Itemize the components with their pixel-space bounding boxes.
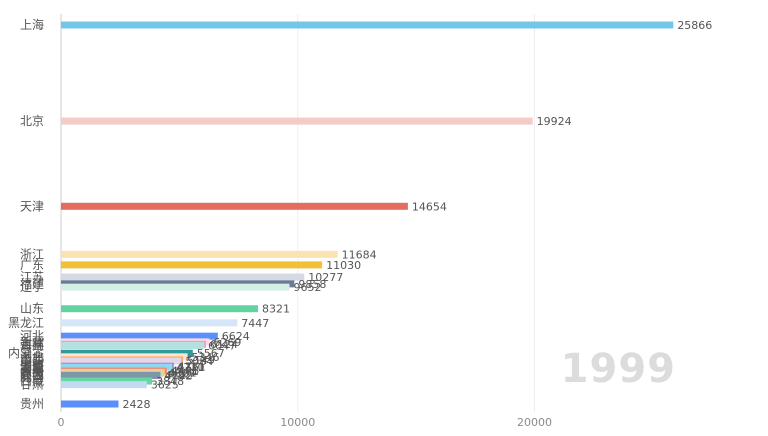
category-label: 江苏: [20, 270, 44, 284]
value-label: 11030: [326, 259, 361, 272]
bar: [61, 21, 674, 29]
value-label: 5084: [185, 355, 213, 368]
bar: [61, 273, 305, 281]
x-tick-label: 0: [58, 416, 65, 429]
category-label: 浙江: [20, 247, 44, 261]
value-label: 4486: [171, 365, 199, 378]
bar: [61, 202, 408, 210]
category-label: 河北: [20, 329, 44, 343]
bar: [61, 319, 238, 327]
bar: [61, 371, 161, 379]
value-label: 4192: [164, 369, 192, 382]
bar: [61, 400, 119, 408]
category-label: 四川: [20, 365, 44, 379]
value-label: 4761: [178, 360, 206, 373]
bar: [61, 341, 205, 349]
x-tick-label: 10000: [280, 416, 315, 429]
category-label: 贵州: [20, 397, 44, 411]
value-label: 10277: [308, 271, 343, 284]
value-label: 5567: [197, 347, 225, 360]
category-label: 辽宁: [20, 279, 44, 294]
bar: [61, 261, 323, 269]
value-label: 2428: [122, 398, 150, 411]
category-label: 重庆: [20, 354, 44, 368]
category-label: 湖北: [20, 349, 44, 364]
bar: [61, 117, 533, 125]
value-label: 5149: [187, 354, 215, 367]
year-label: 1999: [560, 346, 676, 392]
value-label: 4222: [165, 369, 193, 382]
category-label: 内蒙古: [8, 345, 44, 360]
bar: [61, 377, 153, 385]
category-label: 山东: [20, 302, 44, 316]
value-label: 4327: [167, 367, 195, 380]
category-label: 黑龙江: [8, 316, 44, 330]
category-label: 山西: [20, 353, 44, 367]
value-label: 11684: [342, 248, 377, 261]
value-label: 19924: [537, 115, 572, 128]
value-label: 5346: [192, 351, 220, 364]
category-label: 河南: [20, 359, 44, 374]
bar: [61, 250, 338, 258]
bars: [61, 21, 674, 408]
value-label: 6624: [222, 330, 250, 343]
value-label: 4711: [177, 361, 205, 374]
category-label: 西藏: [20, 374, 44, 388]
category-label: 上海: [20, 17, 44, 32]
category-label: 福建: [20, 276, 44, 291]
value-label: 3625: [151, 379, 179, 392]
bar: [61, 381, 147, 389]
bar: [61, 283, 290, 291]
category-label: 陕西: [20, 367, 44, 382]
bar: [61, 363, 173, 371]
value-label: 7447: [241, 317, 269, 330]
value-label: 3848: [156, 375, 184, 388]
bar: [61, 305, 258, 313]
value-label: 25866: [677, 19, 712, 32]
value-label: 6047: [208, 339, 236, 352]
category-label: 新疆: [20, 334, 44, 349]
category-labels: 上海北京天津浙江广东江苏福建辽宁山东黑龙江河北新疆吉林海南内蒙古湖北山西重庆湖南…: [8, 17, 44, 411]
category-label: 青海: [20, 363, 44, 378]
category-label: 北京: [20, 114, 44, 128]
value-label: 9652: [293, 281, 321, 294]
category-label: 云南: [20, 363, 44, 378]
category-label: 甘肃: [20, 378, 44, 392]
value-label: 4471: [171, 365, 199, 378]
category-label: 天津: [20, 199, 44, 213]
category-label: 湖南: [20, 358, 44, 373]
category-label: 江西: [20, 368, 44, 382]
category-label: 宁夏: [20, 359, 44, 374]
value-label: 4710: [176, 361, 204, 374]
x-tick-label: 20000: [517, 416, 552, 429]
bar: [61, 332, 218, 340]
value-label: 6269: [213, 336, 241, 349]
value-label: 9858: [298, 278, 326, 291]
bar: [61, 357, 182, 365]
value-labels: 25866 19924 14654 1168411030102779858965283…: [122, 19, 712, 411]
category-label: 海南: [20, 337, 44, 352]
bar: [61, 349, 193, 357]
gridlines: [297, 14, 535, 412]
value-label: 6124: [210, 338, 238, 351]
value-label: 14654: [412, 200, 447, 213]
category-label: 广东: [20, 258, 44, 272]
category-label: 安徽: [20, 365, 44, 380]
category-label: 吉林: [20, 337, 44, 351]
value-label: 8321: [262, 303, 290, 316]
value-label: 4381: [169, 366, 197, 379]
